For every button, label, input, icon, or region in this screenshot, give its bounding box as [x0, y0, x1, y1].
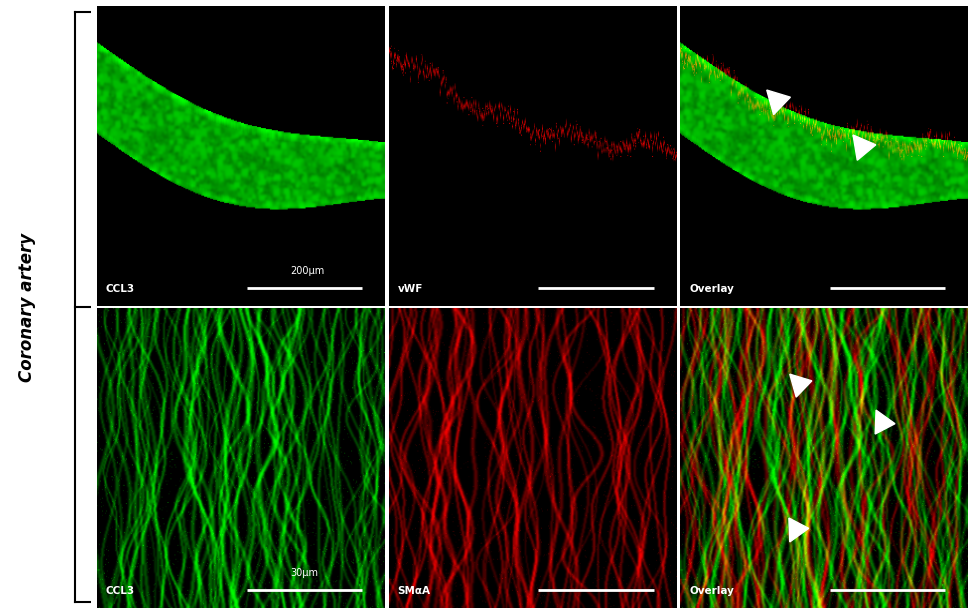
Text: SMαA: SMαA — [398, 586, 430, 596]
Text: 200μm: 200μm — [290, 266, 324, 276]
Text: Overlay: Overlay — [689, 586, 734, 596]
Polygon shape — [875, 410, 895, 434]
Polygon shape — [789, 518, 809, 542]
Text: 30μm: 30μm — [290, 568, 318, 578]
Text: vWF: vWF — [398, 284, 423, 293]
Polygon shape — [767, 90, 790, 115]
Text: Overlay: Overlay — [689, 284, 734, 293]
Polygon shape — [853, 135, 876, 160]
Polygon shape — [790, 374, 811, 397]
Text: Coronary artery: Coronary artery — [18, 233, 36, 381]
Text: CCL3: CCL3 — [106, 586, 135, 596]
Text: CCL3: CCL3 — [106, 284, 135, 293]
